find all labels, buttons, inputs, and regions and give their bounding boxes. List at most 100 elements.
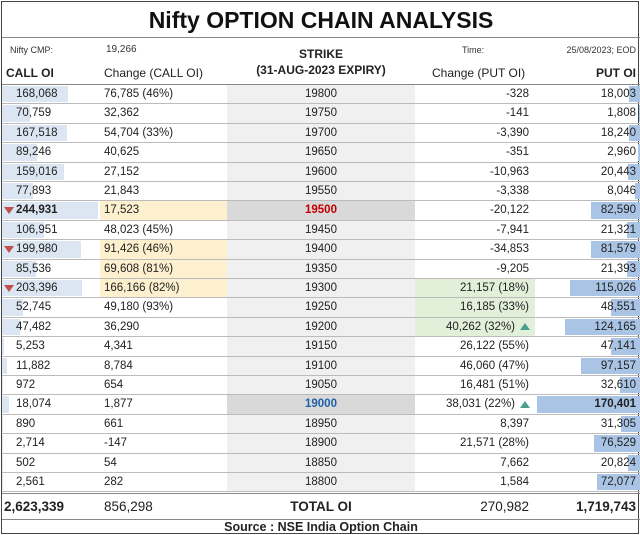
call-oi-cell: 11,882 — [2, 357, 100, 375]
call-change-value: 69,608 (81%) — [104, 262, 174, 275]
table-row: 168,068 76,785 (46%) 19800 -328 18,003 — [2, 85, 640, 105]
table-row: 85,536 69,608 (81%) 19350 -9,205 21,393 — [2, 259, 640, 279]
put-oi-bar — [611, 299, 640, 316]
put-oi-cell: 18,240 — [535, 124, 640, 142]
call-oi-value: 502 — [16, 456, 36, 469]
put-oi-value: 32,610 — [600, 379, 636, 391]
call-oi-bar — [2, 183, 33, 200]
call-change-value: 32,362 — [104, 107, 140, 120]
put-change-cell: 26,122 (55%) — [415, 337, 535, 355]
strike-cell: 18800 — [227, 473, 415, 492]
call-oi-bar — [2, 415, 3, 433]
put-oi-cell: 20,443 — [535, 163, 640, 181]
put-oi-value: 18,240 — [600, 126, 636, 139]
table-row: 890 661 18950 8,397 31,305 — [2, 414, 640, 435]
put-oi-cell: 82,590 — [535, 201, 640, 219]
put-change-value: 16,185 (33%) — [459, 301, 529, 314]
call-oi-value: 11,882 — [16, 359, 51, 372]
put-change-value: -9,205 — [496, 262, 529, 275]
put-oi-bar — [596, 474, 640, 491]
table-row: 2,714 -147 18900 21,571 (28%) 76,529 — [2, 434, 640, 454]
call-oi-bar — [2, 124, 68, 142]
total-call-change: 856,298 — [104, 499, 153, 514]
call-change-value: 27,152 — [104, 165, 140, 178]
put-change-value: 16,481 (51%) — [459, 379, 529, 391]
strike-cell: 19650 — [227, 143, 415, 162]
put-oi-bar — [581, 357, 640, 374]
call-oi-bar — [2, 221, 45, 239]
put-oi-bar — [620, 377, 640, 394]
call-oi-cell: 203,396 — [2, 279, 100, 297]
call-oi-cell: 77,893 — [2, 182, 100, 200]
call-change-cell: 36,290 — [100, 318, 227, 336]
strike-cell: 19150 — [227, 337, 415, 356]
put-change-value: 26,122 (55%) — [459, 340, 529, 353]
up-arrow-icon — [520, 323, 530, 331]
put-oi-value: 2,960 — [607, 146, 636, 159]
put-change-value: -20,122 — [489, 204, 529, 217]
put-oi-cell: 48,551 — [535, 298, 640, 316]
call-change-cell: 166,166 (82%) — [100, 279, 227, 298]
call-oi-bar — [2, 280, 82, 297]
put-oi-cell: 32,610 — [535, 376, 640, 394]
put-change-value: 7,662 — [500, 456, 529, 469]
table-row: 52,745 49,180 (93%) 19250 16,185 (33%) 48,55… — [2, 298, 640, 318]
table-row: 18,074 1,877 19000 38,031 (22%) 170,401 — [2, 395, 640, 415]
call-oi-bar — [2, 396, 9, 413]
strike-header: STRIKE (31-AUG-2023 EXPIRY) — [227, 40, 415, 84]
strike-cell: 19400 — [227, 240, 415, 259]
call-oi-cell: 159,016 — [2, 163, 100, 181]
total-put-change: 270,982 — [480, 499, 529, 514]
change-put-oi-header: Change (PUT OI) — [432, 66, 526, 80]
strike-cell: 19200 — [227, 317, 415, 337]
table-row: 70,759 32,362 19750 -141 1,808 — [2, 104, 640, 124]
time-label: Time: — [462, 45, 485, 55]
call-change-cell: -147 — [100, 434, 227, 452]
put-change-cell: 1,584 — [415, 473, 535, 491]
call-change-cell: 69,608 (81%) — [100, 259, 227, 278]
table-row: 77,893 21,843 19550 -3,338 8,046 — [2, 182, 640, 202]
table-row: 2,561 282 18800 1,584 72,077 — [2, 473, 640, 493]
call-oi-value: 972 — [16, 379, 36, 391]
put-oi-bar — [627, 454, 640, 471]
table-row: 159,016 27,152 19600 -10,963 20,443 — [2, 162, 640, 182]
put-change-cell: 8,397 — [415, 415, 535, 433]
put-change-value: 1,584 — [500, 476, 529, 488]
call-change-cell: 4,341 — [100, 337, 227, 355]
source-note: Source : NSE India Option Chain — [2, 519, 640, 535]
call-oi-value: 106,951 — [16, 223, 58, 236]
put-oi-cell: 21,393 — [535, 260, 640, 278]
call-change-cell: 54 — [100, 454, 227, 472]
call-oi-value: 159,016 — [16, 165, 58, 178]
put-oi-value: 20,824 — [600, 456, 636, 469]
call-oi-value: 52,745 — [16, 301, 52, 314]
put-change-cell: -10,963 — [415, 163, 535, 181]
put-oi-cell: 47,141 — [535, 337, 640, 355]
down-arrow-icon — [4, 245, 14, 253]
put-oi-value: 8,046 — [607, 185, 636, 197]
table-row: 244,931 17,523 19500 -20,122 82,590 — [2, 201, 640, 221]
call-oi-bar — [2, 144, 37, 161]
put-oi-bar — [590, 202, 640, 219]
call-oi-cell: 244,931 — [2, 201, 100, 219]
put-change-value: -141 — [505, 107, 529, 120]
strike-cell: 19500 — [227, 201, 415, 220]
put-oi-cell: 1,808 — [535, 104, 640, 122]
put-change-cell: -20,122 — [415, 201, 535, 219]
put-change-value: 21,571 (28%) — [459, 437, 529, 450]
call-oi-cell: 2,561 — [2, 473, 100, 491]
call-oi-cell: 502 — [2, 454, 100, 472]
call-oi-value: 47,482 — [16, 320, 52, 333]
call-oi-bar — [2, 318, 21, 336]
table-row: 5,253 4,341 19150 26,122 (55%) 47,141 — [2, 337, 640, 357]
put-oi-value: 115,026 — [595, 282, 636, 294]
call-oi-cell: 972 — [2, 376, 100, 394]
call-change-cell: 48,023 (45%) — [100, 221, 227, 239]
call-oi-bar — [2, 474, 3, 491]
call-oi-value: 5,253 — [16, 340, 45, 353]
call-change-cell: 17,523 — [100, 201, 227, 220]
call-oi-bar — [2, 202, 98, 219]
call-oi-value: 2,561 — [16, 476, 45, 488]
call-change-value: 36,290 — [104, 320, 140, 333]
call-change-value: 8,784 — [104, 359, 133, 372]
